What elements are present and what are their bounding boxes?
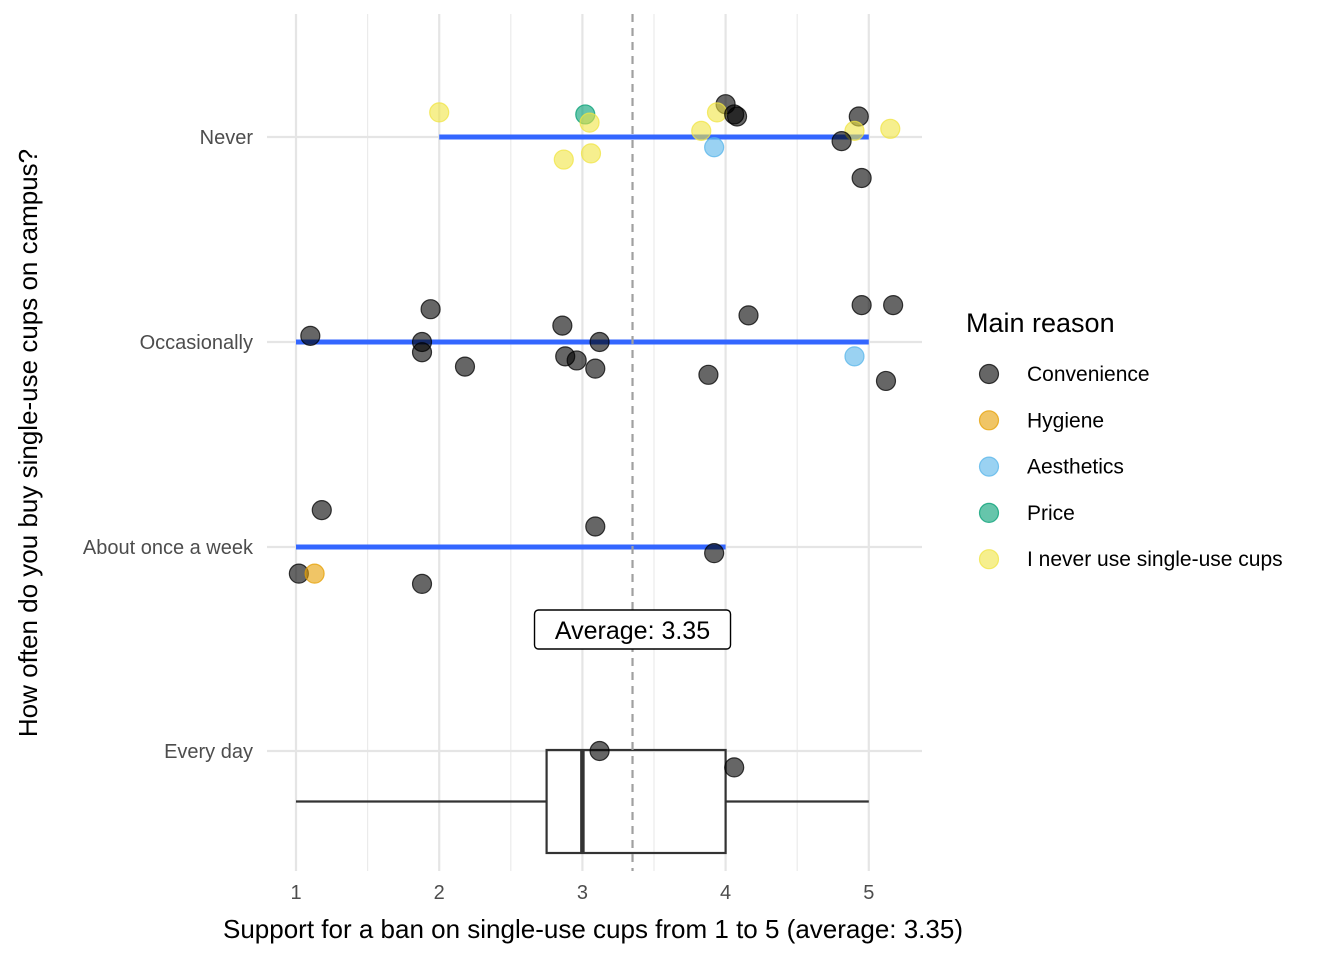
- y-axis-ticks: Never Occasionally About once a week Every …: [83, 127, 254, 763]
- data-point: [851, 167, 872, 189]
- legend-swatch: [978, 456, 1000, 477]
- data-point: [585, 516, 606, 537]
- data-point: [831, 131, 852, 152]
- data-point: [880, 118, 901, 139]
- data-point: [311, 500, 332, 521]
- x-tick-label: 1: [290, 882, 301, 904]
- data-point: [698, 364, 719, 385]
- data-point: [589, 331, 610, 353]
- legend-label: I never use single-use cups: [1027, 548, 1283, 571]
- data-point: [585, 358, 606, 379]
- range-lines: [296, 134, 869, 550]
- data-point: [704, 543, 725, 564]
- legend-swatch: [978, 363, 1000, 385]
- legend-title: Main reason: [966, 308, 1115, 338]
- data-point: [691, 120, 712, 141]
- data-point: [589, 740, 610, 762]
- average-annotation: Average: 3.35: [533, 609, 732, 650]
- data-point: [454, 356, 476, 377]
- data-point: [429, 102, 450, 123]
- legend-items: Convenience Hygiene Aesthetics Price I never…: [978, 363, 1283, 571]
- legend: Main reason Convenience Hygiene Aesthetics…: [966, 308, 1283, 571]
- data-point: [552, 315, 573, 336]
- data-point: [724, 757, 745, 778]
- data-point: [844, 346, 865, 367]
- data-point: [411, 342, 433, 363]
- boxplot-box: [545, 748, 727, 855]
- y-tick-label: Occasionally: [140, 332, 253, 354]
- minor-gridlines: [367, 14, 798, 871]
- data-point: [738, 305, 759, 326]
- x-tick-label: 5: [863, 882, 874, 904]
- average-label: Average: 3.35: [555, 617, 710, 645]
- x-tick-label: 4: [720, 882, 731, 904]
- legend-label: Convenience: [1027, 363, 1150, 386]
- data-point: [883, 295, 904, 316]
- data-point: [875, 370, 897, 392]
- x-tick-label: 2: [434, 882, 445, 904]
- data-point: [579, 112, 600, 133]
- data-point: [411, 573, 433, 595]
- legend-swatch: [978, 502, 1000, 524]
- data-point: [304, 563, 325, 584]
- legend-swatch: [978, 410, 1000, 431]
- data-point: [420, 299, 441, 320]
- average-label-box: [533, 609, 732, 650]
- legend-label: Price: [1027, 502, 1075, 525]
- data-point: [704, 137, 725, 158]
- legend-label: Hygiene: [1027, 409, 1104, 432]
- y-tick-label: Never: [200, 127, 254, 149]
- data-point: [300, 325, 321, 346]
- data-point: [553, 149, 574, 170]
- y-tick-label: Every day: [164, 741, 253, 763]
- y-axis-title: How often do you buy single-use cups on …: [13, 149, 43, 737]
- x-tick-label: 3: [577, 882, 588, 904]
- data-point: [566, 350, 587, 371]
- x-axis-title: Support for a ban on single-use cups fro…: [223, 914, 963, 944]
- legend-swatch: [978, 549, 1000, 570]
- data-point: [580, 143, 602, 164]
- legend-label: Aesthetics: [1027, 456, 1124, 479]
- y-tick-label: About once a week: [83, 537, 254, 559]
- x-axis-ticks: 1 2 3 4 5: [290, 882, 874, 904]
- data-point: [706, 102, 728, 123]
- data-point: [726, 106, 748, 127]
- data-point: [851, 295, 872, 316]
- boxplot: [296, 748, 869, 855]
- data-points: [288, 94, 904, 778]
